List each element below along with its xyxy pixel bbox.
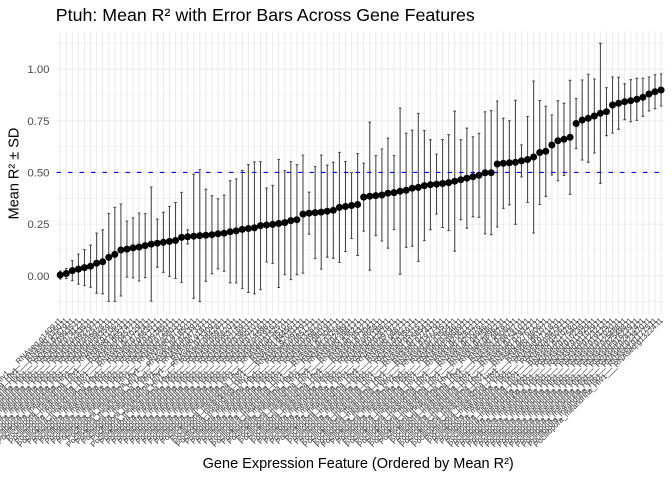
svg-text:Mean R² ± SD: Mean R² ± SD [7,128,23,220]
svg-text:0.75: 0.75 [27,116,49,128]
svg-text:Gene Expression Feature (Order: Gene Expression Feature (Ordered by Mean… [203,456,514,472]
svg-text:0.25: 0.25 [27,219,49,231]
svg-text:0.50: 0.50 [27,167,49,179]
svg-text:0.00: 0.00 [27,271,49,283]
svg-text:1.00: 1.00 [27,64,49,76]
svg-text:Ptuh: Mean R² with Error Bars: Ptuh: Mean R² with Error Bars Across Gen… [56,5,475,25]
